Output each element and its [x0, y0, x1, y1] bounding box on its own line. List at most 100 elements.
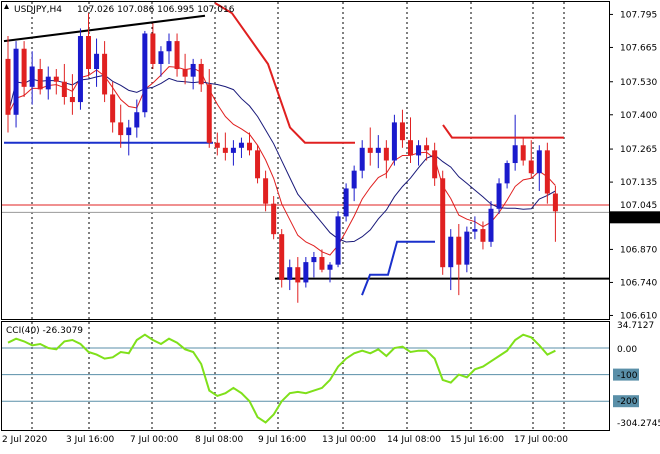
cci-scale-label: -304.2745 [617, 419, 660, 429]
time-tick-label: 15 Jul 16:00 [450, 435, 504, 445]
trend-lines[interactable] [2, 14, 609, 280]
candle-body [416, 145, 422, 156]
candle-body [182, 69, 188, 77]
candle-body [61, 81, 67, 97]
cci-level-lines [2, 347, 609, 402]
candle-body [150, 33, 156, 64]
price-tick-label: 106.610 [620, 311, 657, 321]
candle-body [319, 257, 325, 270]
candle-body [263, 178, 269, 204]
candle-body [375, 147, 381, 153]
lower-band-line [361, 240, 435, 296]
time-tick-label: 7 Jul 00:00 [130, 435, 179, 445]
price-tick-label: 107.135 [620, 178, 657, 188]
price-tick-label: 107.795 [620, 10, 657, 20]
cci-level-tag [613, 368, 639, 381]
moving-averages [7, 66, 556, 256]
candle-body [536, 150, 542, 174]
candle-body [311, 257, 317, 263]
price-scale: 107.795 107.665 107.530 107.400 107.265 107.1… [609, 10, 660, 429]
candle-body [472, 229, 478, 232]
cci-series [7, 333, 556, 424]
candle-body [134, 112, 140, 128]
candle-body [198, 63, 204, 85]
candle-body [53, 76, 59, 82]
candle-body [391, 122, 397, 161]
candle-body [142, 33, 148, 113]
candle-body [456, 236, 462, 265]
candle-body [528, 160, 534, 174]
candle-body [464, 231, 470, 265]
candle-body [21, 48, 27, 87]
candle-body [440, 178, 446, 268]
candle-body [303, 262, 309, 283]
candle-body [118, 122, 124, 136]
candles[interactable] [5, 13, 558, 303]
symbol-label: USDJPY,H4 [14, 5, 62, 15]
candle-body [432, 150, 438, 179]
time-tick-label: 3 Jul 16:00 [66, 435, 115, 445]
cci-scale-label: 34.7127 [617, 321, 654, 331]
candle-body [343, 188, 349, 217]
candle-body [214, 142, 220, 148]
ma-fast-line [7, 66, 556, 256]
ma-slow-line [7, 74, 556, 243]
candle-body [222, 147, 228, 153]
cci-level-tag [613, 395, 639, 408]
candle-body [480, 229, 486, 242]
candle-body [327, 264, 333, 270]
candle-body [359, 147, 365, 171]
bid-price-tag-bg [610, 211, 660, 224]
candle-body [367, 147, 373, 153]
time-scale: 2 Jul 2020 3 Jul 16:00 7 Jul 00:00 8 Jul 08… [2, 435, 568, 445]
upper-band-line-2 [442, 124, 564, 139]
candle-body [13, 48, 19, 115]
candle-body [287, 267, 293, 280]
candle-body [512, 145, 518, 164]
candle-body [238, 142, 244, 148]
candle-body [488, 208, 494, 242]
candle-body [230, 147, 236, 153]
time-tick-label: 2 Jul 2020 [2, 435, 47, 445]
chart-title-arrow [4, 4, 9, 9]
cci-scale-label: -200 [617, 397, 638, 407]
cci-line [7, 333, 556, 424]
price-tick-label: 107.530 [620, 78, 657, 88]
candle-body [77, 36, 83, 103]
red-price-tag: 107.045 [620, 201, 657, 211]
ohlc-label: 107.026 107.086 106.995 107.016 [77, 5, 235, 15]
candle-body [158, 51, 164, 64]
price-tick-label: 106.740 [620, 278, 657, 288]
time-tick-label: 14 Jul 08:00 [387, 435, 441, 445]
upper-band-line [214, 2, 355, 144]
candle-body [69, 96, 75, 103]
candle-body [279, 234, 285, 280]
candle-body [37, 69, 43, 90]
candle-body [94, 53, 100, 70]
time-tick-label: 17 Jul 00:00 [514, 435, 568, 445]
candle-body [45, 76, 51, 90]
price-tick-label: 106.870 [620, 245, 657, 255]
candle-body [520, 145, 526, 161]
red-price-tag-bg [610, 198, 660, 211]
candle-body [102, 53, 108, 95]
price-tick-label: 107.400 [620, 111, 657, 121]
candle-body [271, 203, 277, 235]
candle-body [351, 170, 357, 189]
candle-body [110, 94, 116, 123]
cci-scale-label: 0.00 [617, 345, 637, 355]
candle-body [5, 58, 11, 115]
candle-body [255, 150, 261, 179]
candle-body [166, 41, 172, 52]
candle-body [408, 140, 413, 156]
cci-scale-label: -100 [617, 371, 638, 381]
candle-body [126, 127, 132, 136]
candle-body [174, 41, 180, 70]
candle-body [399, 122, 405, 141]
bid-price-tag: 107.016 [620, 213, 657, 223]
candle-body [86, 36, 91, 70]
candle-body [335, 216, 341, 265]
price-tick-label: 107.265 [620, 145, 657, 155]
